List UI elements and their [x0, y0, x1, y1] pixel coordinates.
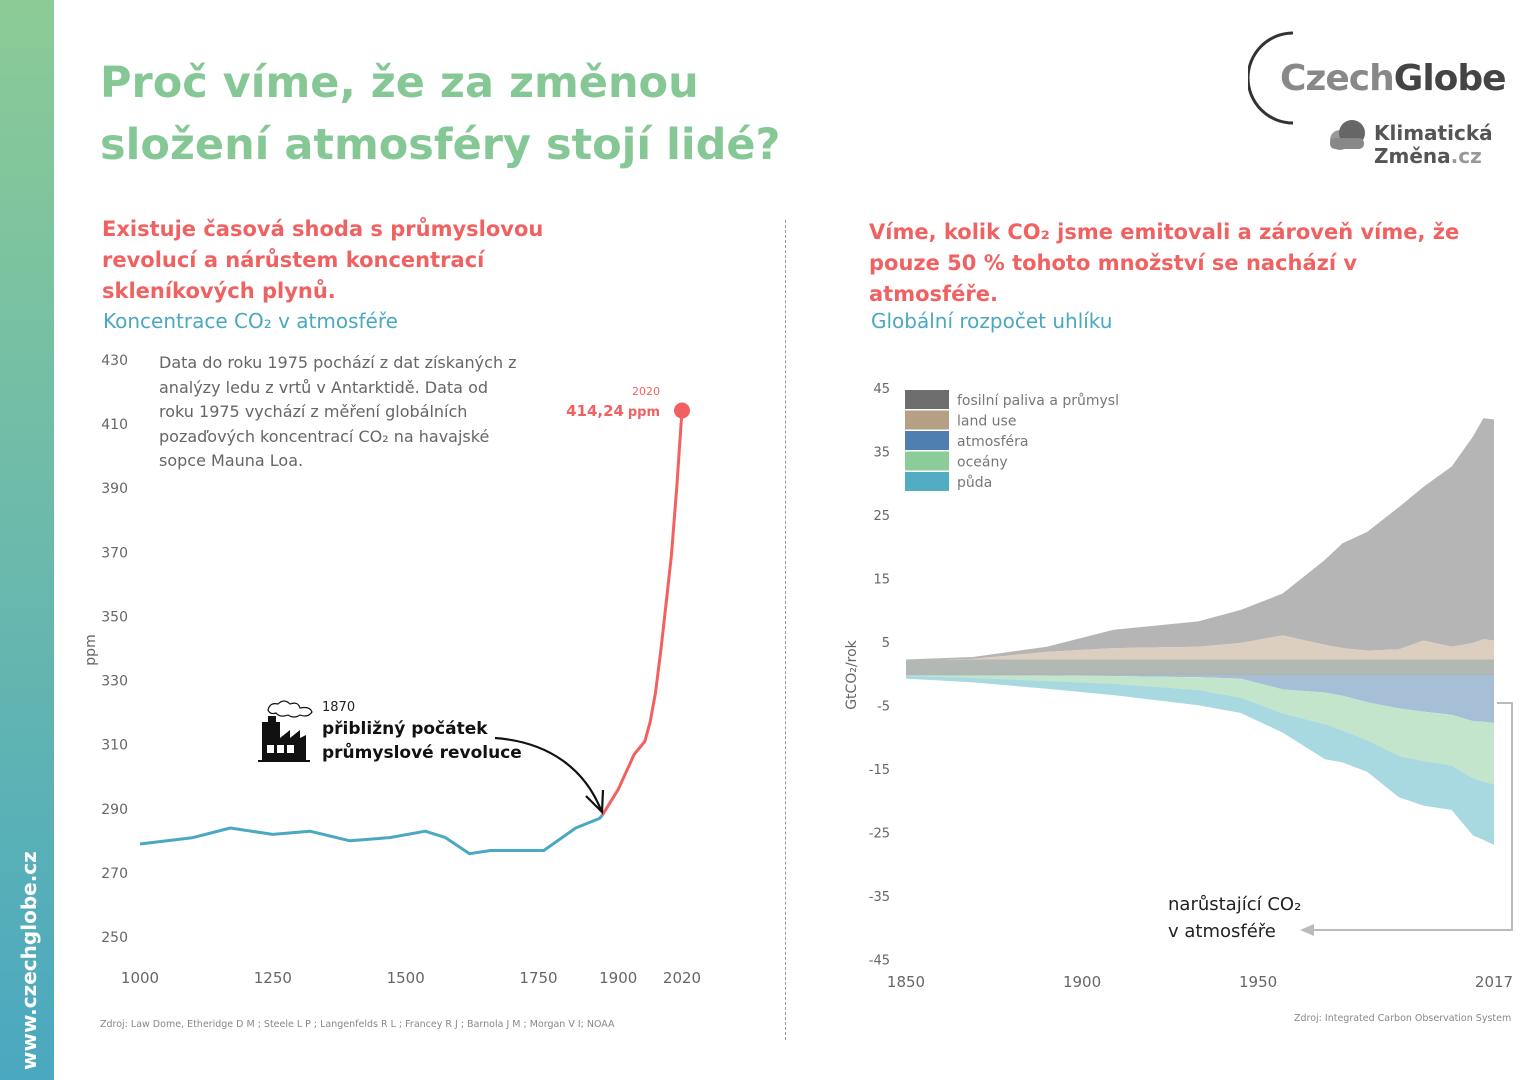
legend-swatch	[905, 472, 949, 491]
co2-line-preindustrial	[139, 814, 604, 856]
y-tick-label: 430	[101, 353, 128, 369]
factory-icon	[258, 700, 313, 762]
legend-swatch	[905, 451, 949, 471]
annotation-year: 1870	[322, 700, 355, 715]
co2-concentration-chart: ppm 430 410 390 370 350 330 310 290 270 250 1000 12…	[83, 353, 701, 987]
end-value-label: 414,24	[566, 402, 624, 420]
logo-globe: Globe	[1393, 58, 1507, 99]
x-tick-label: 1900	[599, 969, 637, 987]
annotation-line2: průmyslové revoluce	[322, 741, 522, 763]
area-oceans	[906, 674, 1494, 785]
area-fossil-fuels	[906, 418, 1494, 661]
end-year-label: 2020	[632, 385, 660, 398]
y-tick-label: 350	[101, 609, 128, 625]
arrow-left-icon	[1300, 924, 1314, 936]
logo: CzechGlobe Klimatická Změna.cz	[1248, 30, 1508, 170]
y-tick-label: 410	[101, 417, 128, 433]
y-tick-label: 270	[101, 866, 128, 882]
annotation-bracket	[1312, 702, 1513, 931]
logo-arc-icon	[1248, 31, 1365, 150]
y-tick-label: 390	[101, 481, 128, 497]
right-heading: Víme, kolik CO₂ jsme emitovali a zároveň…	[869, 220, 1460, 306]
y-tick-label: 370	[101, 545, 128, 561]
page-title: Proč víme, že za změnou složení atmosfér…	[100, 58, 781, 170]
annotation-arrow-icon	[494, 736, 603, 811]
left-chart-subtitle: Koncentrace CO₂ v atmosféře	[103, 309, 398, 333]
x-tick-label: 1850	[887, 973, 925, 991]
right-chart-subtitle: Globální rozpočet uhlíku	[871, 309, 1113, 333]
legend-swatch	[905, 410, 949, 430]
y-axis-label: GtCO₂/rok	[844, 639, 860, 709]
divider	[785, 220, 786, 1040]
y-tick-label: 45	[873, 382, 890, 397]
x-tick-label: 1250	[254, 969, 292, 987]
logo-zmena: Změna	[1374, 144, 1451, 168]
x-tick-label: 1900	[1063, 973, 1101, 991]
right-source: Zdroj: Integrated Carbon Observation Sys…	[1294, 1013, 1512, 1024]
area-atmosphere	[906, 673, 1494, 723]
x-tick-label: 1750	[519, 969, 557, 987]
legend-label: půda	[957, 475, 992, 491]
y-tick-label: 250	[101, 930, 128, 946]
annotation-line1: narůstající CO₂	[1168, 894, 1301, 915]
y-tick-label: -15	[869, 763, 890, 778]
y-tick-label: -25	[869, 826, 890, 841]
y-tick-label: 290	[101, 802, 128, 818]
x-tick-label: 1950	[1239, 973, 1277, 991]
left-source: Zdroj: Law Dome, Etheridge D M ; Steele …	[100, 1019, 615, 1030]
cloud-icon	[1330, 120, 1365, 150]
legend-label: fosilní paliva a průmysl	[957, 393, 1119, 409]
x-tick-label: 2017	[1475, 973, 1513, 991]
legend-swatch	[905, 431, 949, 450]
end-point-marker	[674, 402, 690, 419]
carbon-budget-chart: GtCO₂/rok 45 35 25 15 5 -5 -15 -25 -35 -45 1850 190…	[844, 382, 1513, 991]
logo-klimaticka: Klimatická	[1374, 121, 1493, 145]
x-tick-label: 1000	[121, 969, 159, 987]
logo-czech: Czech	[1280, 58, 1395, 99]
annotation-line2: v atmosféře	[1168, 921, 1276, 942]
end-unit-label: ppm	[628, 405, 660, 420]
sidebar-band: www.czechglobe.cz	[0, 0, 54, 1080]
legend-label: land use	[957, 414, 1016, 430]
y-tick-label: -5	[877, 699, 890, 714]
y-axis-label: ppm	[83, 634, 99, 665]
y-tick-label: 25	[873, 509, 890, 524]
y-tick-label: 330	[101, 674, 128, 690]
left-chart-note: Data do roku 1975 pochází z dat získanýc…	[159, 353, 517, 470]
annotation-line1: přibližný počátek	[322, 719, 488, 739]
zero-band	[906, 659, 1494, 676]
legend-swatch	[905, 390, 949, 409]
legend-label: atmosféra	[957, 434, 1028, 450]
y-tick-label: 310	[101, 738, 128, 754]
area-soil	[906, 676, 1494, 845]
x-tick-label: 1500	[387, 969, 425, 987]
y-tick-label: -45	[869, 953, 890, 968]
y-tick-label: 5	[882, 636, 890, 651]
y-tick-label: 15	[873, 572, 890, 587]
x-tick-label: 2020	[663, 969, 701, 987]
left-heading: Existuje časová shoda s průmyslovou revo…	[102, 217, 544, 303]
y-tick-label: -35	[869, 890, 890, 905]
y-tick-label: 35	[873, 445, 890, 460]
legend-label: oceány	[957, 455, 1008, 471]
co2-line-industrial	[601, 410, 684, 816]
